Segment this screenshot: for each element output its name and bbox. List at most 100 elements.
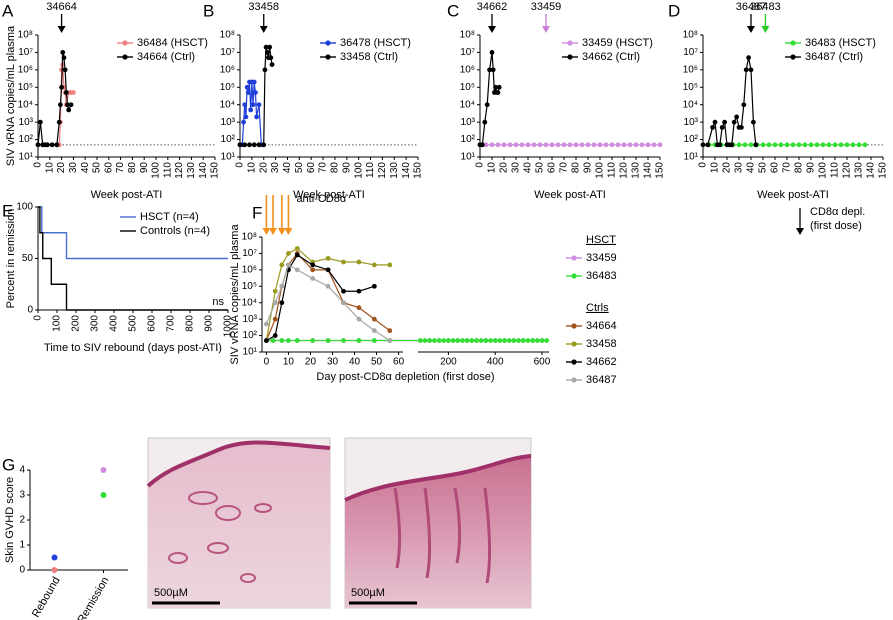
data-point: [279, 300, 285, 306]
data-point: [241, 119, 246, 125]
data-point: [501, 142, 507, 148]
data-point: [279, 283, 285, 289]
legend-marker: [571, 273, 577, 279]
data-point: [495, 90, 501, 95]
follicle: [240, 573, 256, 583]
data-point: [356, 305, 362, 311]
data-point: [549, 142, 555, 148]
x-tick-label: 70: [782, 162, 793, 174]
data-point: [431, 338, 437, 343]
data-point: [507, 142, 513, 148]
x-tick-label: 900: [204, 315, 215, 332]
y-tick-label: 10²: [684, 134, 699, 145]
x-axis-label: Time to SIV rebound (days post-ATI): [44, 342, 222, 354]
data-point: [54, 142, 60, 148]
data-point: [62, 67, 68, 73]
scale-bar-label: 500µM: [154, 587, 188, 599]
y-tick-label: 10³: [243, 314, 258, 325]
x-tick-label: 60: [103, 162, 114, 174]
x-tick-label: 200: [71, 315, 82, 332]
data-point: [261, 142, 267, 148]
x-tick-label: 40: [523, 162, 534, 174]
panel-letter: C: [447, 1, 459, 20]
x-tick-label: 110: [607, 162, 618, 178]
y-tick-label: 100: [16, 202, 33, 213]
data-point: [279, 262, 285, 268]
data-point: [263, 44, 269, 50]
data-point: [531, 142, 537, 148]
data-point: [356, 288, 362, 294]
data-point: [294, 338, 300, 343]
data-point: [45, 142, 50, 148]
x-tick-label: 400: [109, 315, 120, 332]
data-point: [250, 102, 256, 108]
x-tick-label: 80: [330, 162, 341, 174]
data-point: [615, 142, 621, 148]
data-point: [269, 62, 275, 68]
data-point: [66, 107, 72, 113]
data-point: [242, 102, 248, 108]
data-point: [567, 142, 573, 148]
x-tick-label: 0: [33, 162, 44, 168]
y-tick-label: 10²: [221, 134, 236, 145]
y-tick-label: 10⁴: [683, 99, 698, 110]
x-tick-label: 120: [619, 162, 630, 179]
legend-marker: [122, 40, 128, 46]
y-tick-label: 10⁴: [220, 99, 235, 110]
arrow-head: [259, 26, 268, 33]
data-point: [778, 142, 784, 148]
data-point: [325, 267, 331, 273]
data-point: [341, 300, 346, 306]
data-point: [325, 283, 331, 289]
legend-label: 33459 (HSCT): [582, 37, 653, 49]
data-point: [251, 142, 257, 148]
x-tick-label: 500: [128, 315, 139, 332]
y-tick-label: 10⁶: [18, 64, 33, 75]
x-tick-label: 20: [305, 357, 317, 368]
data-point: [722, 119, 727, 125]
y-tick-label: 10⁵: [683, 82, 698, 93]
x-tick-label: 50: [371, 357, 383, 368]
data-point: [325, 338, 331, 343]
data-point: [645, 142, 651, 148]
data-point: [742, 142, 748, 148]
series-line: [38, 206, 228, 311]
data-point: [37, 119, 43, 125]
x-tick-label: 90: [806, 162, 817, 174]
data-point: [371, 283, 377, 289]
arrow-head: [57, 26, 66, 33]
data-point: [356, 259, 362, 265]
data-point: [267, 44, 273, 50]
data-point: [341, 338, 346, 343]
x-tick-label: 120: [174, 162, 185, 179]
dot: [51, 567, 58, 573]
data-point: [264, 50, 270, 55]
x-axis-label: Day post-CD8α depletion (first dose): [316, 371, 494, 383]
data-point: [489, 50, 495, 55]
y-tick-label: 10⁸: [683, 30, 698, 41]
data-point: [543, 142, 549, 148]
x-tick-label: 110: [162, 162, 173, 178]
panel-letter: E: [2, 201, 13, 220]
x-tick-label: 60: [547, 162, 558, 174]
dose-label: anti-CD8α: [296, 193, 346, 205]
x-tick-label: 10: [283, 357, 295, 368]
data-point: [264, 338, 269, 343]
data-point: [417, 338, 423, 343]
data-point: [748, 67, 754, 73]
data-point: [387, 338, 393, 343]
legend-arrow-head: [796, 228, 804, 235]
x-tick-label: 140: [866, 162, 877, 179]
data-point: [436, 338, 442, 343]
arrow-label: 34662: [477, 1, 508, 13]
legend-marker: [325, 40, 331, 46]
legend-group-title: Ctrls: [586, 302, 609, 314]
x-tick-label: 1000: [223, 315, 234, 338]
x-tick-label: 10: [710, 162, 721, 174]
data-point: [63, 90, 69, 95]
data-point: [455, 338, 461, 343]
y-tick-label: 10⁵: [242, 281, 257, 292]
legend-marker: [325, 54, 331, 60]
y-tick-label: 10⁴: [460, 99, 475, 110]
data-point: [310, 267, 316, 273]
